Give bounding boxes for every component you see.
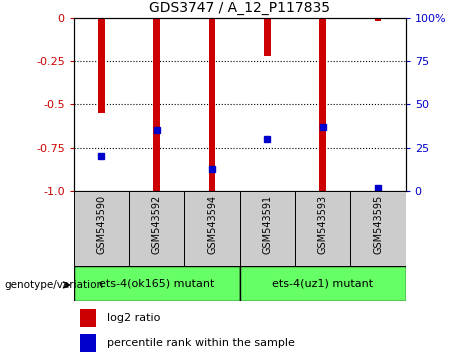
Text: percentile rank within the sample: percentile rank within the sample — [107, 338, 295, 348]
Bar — [240, 191, 295, 266]
Text: GSM543591: GSM543591 — [262, 195, 272, 254]
Bar — [74, 266, 240, 301]
Bar — [264, 18, 271, 56]
Bar — [319, 18, 326, 191]
Bar — [184, 191, 240, 266]
Bar — [74, 191, 129, 266]
Bar — [295, 191, 350, 266]
Bar — [129, 191, 184, 266]
Text: log2 ratio: log2 ratio — [107, 313, 160, 323]
Bar — [209, 18, 215, 191]
Text: ets-4(uz1) mutant: ets-4(uz1) mutant — [272, 278, 373, 288]
Text: genotype/variation: genotype/variation — [5, 280, 104, 290]
Bar — [375, 18, 381, 21]
Bar — [98, 18, 105, 113]
Bar — [240, 266, 406, 301]
Bar — [154, 18, 160, 191]
Text: GSM543595: GSM543595 — [373, 195, 383, 254]
Title: GDS3747 / A_12_P117835: GDS3747 / A_12_P117835 — [149, 1, 330, 15]
Bar — [80, 334, 96, 352]
Bar — [350, 191, 406, 266]
Text: GSM543590: GSM543590 — [96, 195, 106, 254]
Text: GSM543594: GSM543594 — [207, 195, 217, 254]
Text: GSM543593: GSM543593 — [318, 195, 328, 254]
Text: GSM543592: GSM543592 — [152, 195, 162, 254]
Text: ets-4(ok165) mutant: ets-4(ok165) mutant — [99, 278, 214, 288]
Bar — [80, 309, 96, 327]
